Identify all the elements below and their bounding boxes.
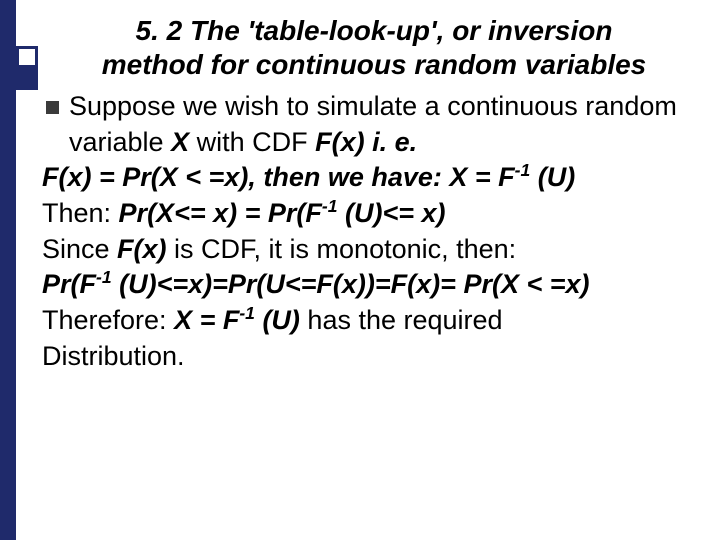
l2-u: (U) — [530, 162, 575, 192]
l5-a: Pr(F — [42, 269, 96, 299]
l6-sup: -1 — [239, 303, 255, 323]
title-line1: 5. 2 The 'table-look-up', or inversion — [136, 15, 613, 46]
l2-xeqf: X = F — [449, 162, 514, 192]
bullet-item: Suppose we wish to simulate a continuous… — [42, 89, 706, 160]
sidebar-stripe — [0, 0, 16, 540]
line-since: Since F(x) is CDF, it is monotonic, then… — [42, 232, 706, 268]
b1-with: with CDF — [189, 127, 315, 157]
l4-since: Since — [42, 234, 117, 264]
l6-xeqf: X = F — [174, 305, 239, 335]
l5-b: (U)<=x)=Pr(U<=F(x))=F(x)= Pr(X < =x) — [112, 269, 590, 299]
bullet-square-icon — [46, 101, 59, 114]
slide-title: 5. 2 The 'table-look-up', or inversion m… — [42, 14, 706, 81]
l3-prx: Pr(X<= x) = Pr(F — [119, 198, 322, 228]
l6-u: (U) — [255, 305, 300, 335]
l3-ux: (U)<= x) — [337, 198, 445, 228]
l2-then: then we have: — [256, 162, 450, 192]
line-therefore: Therefore: X = F-1 (U) has the required — [42, 303, 706, 339]
b1-ie: i. e. — [365, 127, 418, 157]
line-fx-pr: F(x) = Pr(X < =x), then we have: X = F-1… — [42, 160, 706, 196]
b1-Fx: F(x) — [315, 127, 365, 157]
line-distribution: Distribution. — [42, 339, 706, 375]
line-then-prx: Then: Pr(X<= x) = Pr(F-1 (U)<= x) — [42, 196, 706, 232]
sidebar-accent-box-bottom — [16, 68, 38, 90]
l6-therefore: Therefore: — [42, 305, 174, 335]
l4-fx: F(x) — [117, 234, 167, 264]
l3-sup: -1 — [322, 196, 338, 216]
title-line2: method for continuous random variables — [102, 49, 647, 80]
l6-rest: has the required — [300, 305, 503, 335]
sidebar-accent-box-top — [16, 46, 38, 68]
l2-sup: -1 — [515, 160, 531, 180]
line-prf: Pr(F-1 (U)<=x)=Pr(U<=F(x))=F(x)= Pr(X < … — [42, 267, 706, 303]
l5-sup1: -1 — [96, 267, 112, 287]
l4-rest: is CDF, it is monotonic, then: — [167, 234, 517, 264]
slide-content: 5. 2 The 'table-look-up', or inversion m… — [42, 14, 706, 374]
bullet-text: Suppose we wish to simulate a continuous… — [69, 89, 706, 160]
l2-fx: F(x) = Pr(X < =x), — [42, 162, 256, 192]
l3-then: Then: — [42, 198, 119, 228]
slide-body: Suppose we wish to simulate a continuous… — [42, 89, 706, 374]
b1-X: X — [171, 127, 189, 157]
